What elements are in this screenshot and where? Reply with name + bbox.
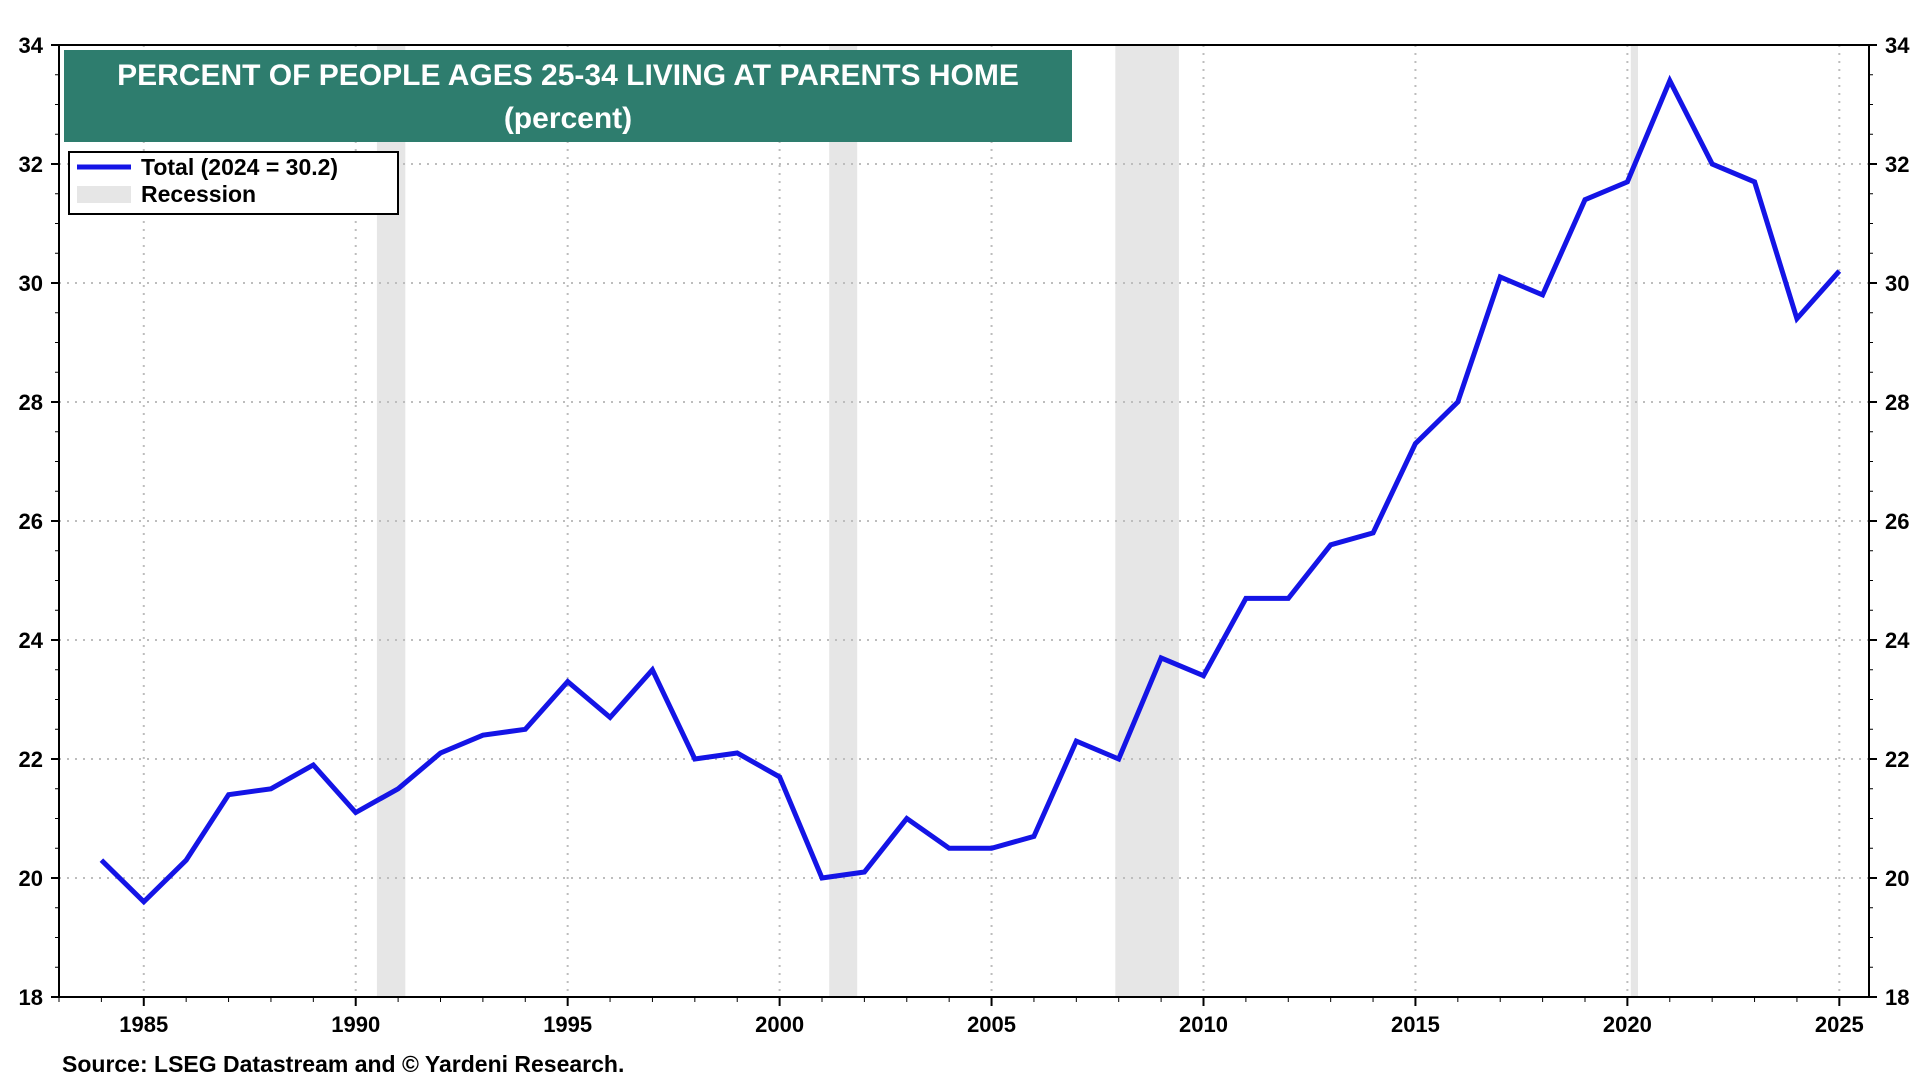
chart-title: PERCENT OF PEOPLE AGES 25-34 LIVING AT P… bbox=[117, 59, 1019, 92]
x-tick-label: 1985 bbox=[119, 1012, 168, 1037]
title-box: PERCENT OF PEOPLE AGES 25-34 LIVING AT P… bbox=[64, 50, 1072, 142]
x-tick-label: 2015 bbox=[1391, 1012, 1440, 1037]
title-background bbox=[64, 50, 1072, 142]
y-tick-label-right: 28 bbox=[1885, 390, 1909, 415]
x-tick-label: 1995 bbox=[543, 1012, 592, 1037]
y-tick-label-right: 20 bbox=[1885, 866, 1909, 891]
y-tick-label-right: 18 bbox=[1885, 985, 1909, 1010]
y-tick-label-left: 34 bbox=[19, 33, 44, 58]
y-tick-label-right: 22 bbox=[1885, 747, 1909, 772]
y-tick-label-left: 22 bbox=[19, 747, 43, 772]
series-line-total bbox=[99, 74, 1842, 906]
series-layer bbox=[99, 74, 1842, 906]
y-tick-label-left: 30 bbox=[19, 271, 43, 296]
gridlines bbox=[59, 45, 1869, 997]
y-tick-label-right: 24 bbox=[1885, 628, 1910, 653]
y-tick-label-right: 26 bbox=[1885, 509, 1909, 534]
y-tick-label-left: 18 bbox=[19, 985, 43, 1010]
y-tick-label-left: 24 bbox=[19, 628, 44, 653]
y-tick-label-right: 32 bbox=[1885, 152, 1909, 177]
chart-subtitle: (percent) bbox=[504, 102, 632, 135]
legend-label-total: Total (2024 = 30.2) bbox=[141, 154, 338, 180]
legend-swatch-recession bbox=[77, 186, 131, 203]
x-tick-label: 2005 bbox=[967, 1012, 1016, 1037]
x-tick-label: 2010 bbox=[1179, 1012, 1228, 1037]
x-tick-label: 2020 bbox=[1603, 1012, 1652, 1037]
x-tick-label: 2025 bbox=[1815, 1012, 1864, 1037]
y-tick-label-right: 30 bbox=[1885, 271, 1909, 296]
legend-box bbox=[68, 151, 399, 215]
x-tick-label: 1990 bbox=[331, 1012, 380, 1037]
recession-band bbox=[1630, 45, 1638, 997]
y-tick-label-right: 34 bbox=[1885, 33, 1910, 58]
legend-label-recession: Recession bbox=[141, 181, 256, 207]
y-tick-label-left: 20 bbox=[19, 866, 43, 891]
y-tick-label-left: 28 bbox=[19, 390, 43, 415]
y-tick-label-left: 32 bbox=[19, 152, 43, 177]
y-tick-label-left: 26 bbox=[19, 509, 43, 534]
source-note: Source: LSEG Datastream and © Yardeni Re… bbox=[62, 1051, 624, 1077]
legend: Total (2024 = 30.2) Recession bbox=[68, 151, 399, 215]
x-tick-label: 2000 bbox=[755, 1012, 804, 1037]
recession-bands bbox=[376, 45, 1638, 997]
